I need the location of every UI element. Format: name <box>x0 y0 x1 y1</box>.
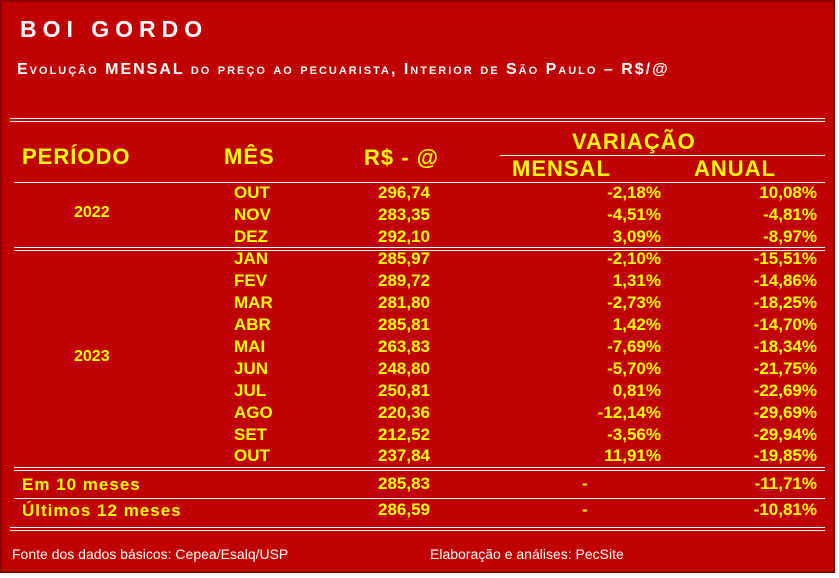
summary-mensal: - <box>582 474 588 493</box>
credit-note: Elaboração e análises: PecSite <box>430 546 624 562</box>
row-month: DEZ <box>234 227 268 246</box>
row-variacao-mensal: 0,81% <box>612 381 661 400</box>
row-variacao-anual: -8,97% <box>763 227 817 246</box>
row-price: 285,97 <box>378 249 430 268</box>
year-divider <box>14 247 825 251</box>
row-month: OUT <box>234 183 270 202</box>
row-variacao-mensal: -7,69% <box>607 337 661 356</box>
row-price: 263,83 <box>378 337 430 356</box>
row-variacao-anual: -14,70% <box>753 315 817 334</box>
summary-preco: 285,83 <box>378 474 430 493</box>
summary-mensal: - <box>582 500 588 519</box>
row-variacao-mensal: -5,70% <box>607 359 661 378</box>
header-variacao: VARIAÇÃO <box>572 129 696 154</box>
summary-row-divider <box>14 498 825 499</box>
header-mes: MÊS <box>224 144 275 169</box>
year-label-2023: 2023 <box>74 348 110 365</box>
row-variacao-anual: -29,69% <box>753 403 817 422</box>
row-month: NOV <box>234 205 271 224</box>
variacao-underline <box>500 155 825 156</box>
header-anual: ANUAL <box>694 156 776 181</box>
row-variacao-anual: -18,25% <box>753 293 817 312</box>
summary-anual: -11,71% <box>754 474 817 493</box>
row-price: 281,80 <box>378 293 430 312</box>
summary-label: Em 10 meses <box>22 475 141 494</box>
header-preco: R$ - @ <box>364 145 440 170</box>
row-variacao-mensal: 1,31% <box>612 271 661 290</box>
row-variacao-anual: -29,94% <box>753 425 817 444</box>
row-variacao-anual: -15,51% <box>753 249 817 268</box>
page-title: BOI GORDO <box>20 16 209 42</box>
row-price: 220,36 <box>378 403 430 422</box>
row-variacao-anual: -4,81% <box>763 205 817 224</box>
row-variacao-anual: -19,85% <box>753 446 817 465</box>
summary-preco: 286,59 <box>378 500 430 519</box>
header-periodo: PERÍODO <box>22 144 131 169</box>
summary-anual: -10,81% <box>753 500 817 519</box>
row-price: 212,52 <box>378 425 430 444</box>
row-month: OUT <box>234 446 270 465</box>
header-mensal: MENSAL <box>512 156 611 181</box>
row-variacao-mensal: -4,51% <box>607 205 661 224</box>
source-note: Fonte dos dados básicos: Cepea/Esalq/USP <box>12 546 289 562</box>
row-price: 250,81 <box>378 381 430 400</box>
title-divider <box>10 118 825 122</box>
row-variacao-mensal: 1,42% <box>612 315 661 334</box>
row-price: 292,10 <box>378 227 430 246</box>
row-price: 296,74 <box>378 183 430 202</box>
row-price: 285,81 <box>378 315 430 334</box>
row-price: 289,72 <box>378 271 430 290</box>
row-variacao-mensal: 11,91% <box>604 446 661 465</box>
row-variacao-mensal: -2,18% <box>607 183 661 202</box>
row-variacao-mensal: -12,14% <box>597 403 661 422</box>
row-month: SET <box>234 425 268 444</box>
header-divider <box>14 182 825 183</box>
row-month: FEV <box>234 271 268 290</box>
row-price: 283,35 <box>378 205 430 224</box>
row-price: 248,80 <box>378 359 430 378</box>
row-variacao-mensal: 3,09% <box>612 227 661 246</box>
row-variacao-mensal: -2,73% <box>607 293 661 312</box>
footer-divider <box>10 527 825 531</box>
summary-divider <box>14 467 825 471</box>
row-price: 237,84 <box>378 446 430 465</box>
page-subtitle: Evolução MENSAL do preço ao pecuarista, … <box>17 61 670 78</box>
row-variacao-mensal: -2,10% <box>607 249 661 268</box>
row-month: AGO <box>234 403 273 422</box>
row-month: JUN <box>234 359 269 378</box>
row-month: MAI <box>234 337 266 356</box>
row-month: MAR <box>234 293 273 312</box>
year-label-2022: 2022 <box>74 204 110 221</box>
row-variacao-anual: -21,75% <box>753 359 817 378</box>
row-variacao-anual: -22,69% <box>753 381 817 400</box>
summary-label: Últimos 12 meses <box>22 501 182 520</box>
row-month: ABR <box>234 315 271 334</box>
row-month: JAN <box>234 249 269 268</box>
row-variacao-mensal: -3,56% <box>607 425 661 444</box>
row-variacao-anual: -14,86% <box>753 271 817 290</box>
row-month: JUL <box>234 381 267 400</box>
row-variacao-anual: 10,08% <box>759 183 817 202</box>
row-variacao-anual: -18,34% <box>753 337 817 356</box>
